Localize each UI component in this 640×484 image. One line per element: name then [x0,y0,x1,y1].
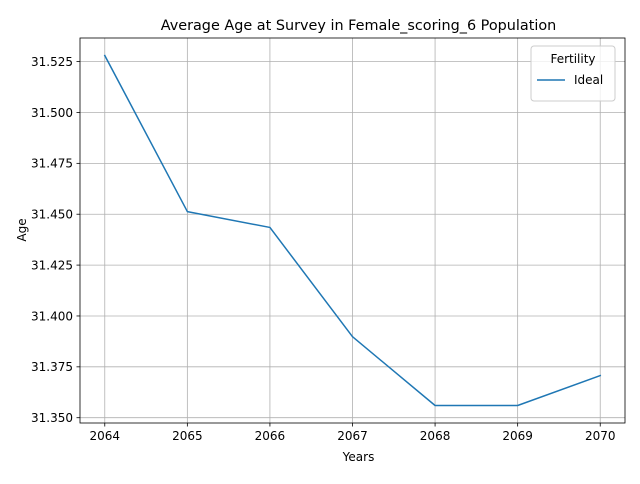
legend-title: Fertility [550,52,595,66]
y-tick-label: 31.450 [31,208,73,222]
x-tick-label: 2064 [89,429,120,443]
y-tick-label: 31.475 [31,157,73,171]
x-tick-label: 2069 [502,429,533,443]
y-tick-label: 31.350 [31,411,73,425]
y-tick-label: 31.400 [31,309,73,323]
x-tick-label: 2068 [420,429,451,443]
x-tick-label: 2066 [255,429,286,443]
y-tick-label: 31.525 [31,55,73,69]
y-axis-label: Age [15,218,29,241]
chart-title: Average Age at Survey in Female_scoring_… [161,18,557,34]
legend-entry: Ideal [574,73,603,87]
y-tick-label: 31.500 [31,106,73,120]
y-tick-label: 31.425 [31,258,73,272]
x-axis-label: Years [342,450,375,464]
x-tick-label: 2065 [172,429,203,443]
x-tick-label: 2067 [337,429,368,443]
y-tick-label: 31.375 [31,360,73,374]
x-tick-label: 2070 [585,429,616,443]
legend: Fertility Ideal [531,46,615,101]
